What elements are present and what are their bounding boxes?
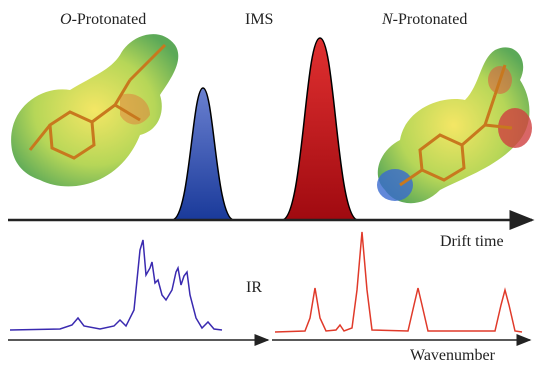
ir-spectrum-o — [10, 240, 222, 330]
molecule-right — [377, 47, 532, 203]
label-wavenumber: Wavenumber — [410, 347, 496, 364]
label-drift-time: Drift time — [440, 233, 504, 250]
figure: O-Protonated IMS N-Protonated Drift time… — [0, 0, 541, 365]
molecule-left — [11, 34, 178, 186]
label-ir: IR — [246, 279, 262, 296]
label-n-protonated: N-Protonated — [381, 11, 467, 28]
ims-peak-o — [172, 88, 234, 220]
ims-peak-n — [282, 38, 358, 220]
label-ims: IMS — [245, 11, 273, 28]
label-o-protonated: O-Protonated — [60, 11, 146, 28]
